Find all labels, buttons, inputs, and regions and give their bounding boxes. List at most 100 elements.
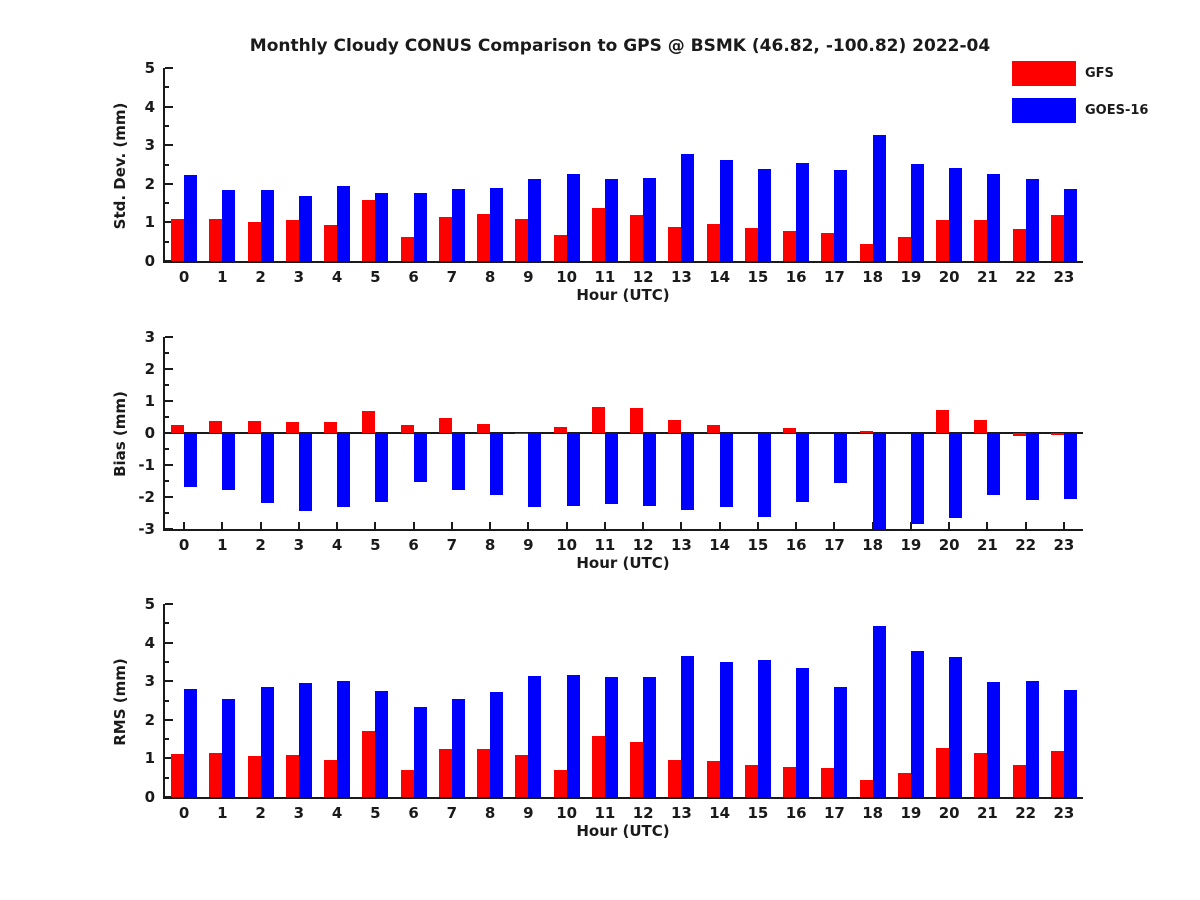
x-tick-label: 10 <box>556 536 578 554</box>
bar-gfs-hour-9 <box>515 754 529 797</box>
bar-goes16-hour-4 <box>337 185 351 261</box>
y-major-tick <box>165 464 173 466</box>
bar-goes16-hour-19 <box>910 433 924 525</box>
bar-goes16-hour-18 <box>872 626 886 797</box>
y-axis-label-2: RMS (mm) <box>111 657 129 746</box>
x-tick-label: 0 <box>178 804 190 822</box>
zero-line <box>163 432 1083 434</box>
bar-gfs-hour-21 <box>974 219 988 261</box>
x-tick-label: 11 <box>594 536 616 554</box>
y-major-tick <box>165 400 173 402</box>
x-tick-label: 20 <box>938 268 960 286</box>
y-tick-label: 3 <box>144 328 155 346</box>
bar-gfs-hour-20 <box>936 220 950 261</box>
bar-goes16-hour-16 <box>796 433 810 502</box>
bar-goes16-hour-3 <box>298 683 312 797</box>
bar-goes16-hour-3 <box>298 433 312 512</box>
y-tick-label: 0 <box>144 252 155 270</box>
bar-goes16-hour-16 <box>796 668 810 797</box>
bar-goes16-hour-17 <box>834 433 848 484</box>
x-major-tick <box>909 522 912 529</box>
bar-gfs-hour-6 <box>400 769 414 797</box>
bar-goes16-hour-2 <box>260 189 274 261</box>
x-major-tick <box>1062 522 1065 529</box>
bar-gfs-hour-11 <box>591 207 605 261</box>
bar-goes16-hour-7 <box>451 433 465 490</box>
legend-label-goes16: GOES-16 <box>1085 102 1149 118</box>
bar-goes16-hour-21 <box>987 173 1001 261</box>
bar-gfs-hour-18 <box>859 431 873 433</box>
bar-goes16-hour-17 <box>834 169 848 261</box>
legend-item-gfs: GFS <box>1012 60 1148 86</box>
bar-gfs-hour-0 <box>171 753 185 797</box>
x-tick-label: 4 <box>331 804 343 822</box>
x-tick-label: 8 <box>484 268 496 286</box>
bar-goes16-hour-19 <box>910 164 924 261</box>
x-major-tick <box>297 522 300 529</box>
x-tick-label: 10 <box>556 268 578 286</box>
x-tick-label: 12 <box>632 536 654 554</box>
y-tick-label: 0 <box>144 424 155 442</box>
bar-gfs-hour-11 <box>591 406 605 433</box>
x-tick-label: 13 <box>670 536 692 554</box>
bar-gfs-hour-8 <box>477 424 491 433</box>
bar-gfs-hour-1 <box>209 219 223 261</box>
x-major-tick <box>527 522 530 529</box>
x-major-tick <box>374 522 377 529</box>
x-tick-label: 3 <box>293 268 305 286</box>
bar-gfs-hour-2 <box>247 756 261 797</box>
bar-gfs-hour-1 <box>209 420 223 433</box>
x-major-tick <box>603 522 606 529</box>
bar-goes16-hour-3 <box>298 196 312 261</box>
x-tick-label: 18 <box>862 268 884 286</box>
x-tick-label: 3 <box>293 536 305 554</box>
x-tick-label: 5 <box>370 804 381 822</box>
y-tick-label: 4 <box>144 633 155 652</box>
y-minor-tick <box>165 448 169 450</box>
bar-gfs-hour-12 <box>630 408 644 433</box>
y-tick-label: 4 <box>144 97 155 116</box>
x-tick-label: 11 <box>594 268 616 286</box>
bar-gfs-hour-22 <box>1012 433 1026 436</box>
bar-goes16-hour-12 <box>643 433 657 506</box>
x-tick-label: 9 <box>523 804 534 822</box>
bar-gfs-hour-20 <box>936 409 950 433</box>
x-tick-label: 9 <box>523 268 534 286</box>
y-major-tick <box>165 336 173 338</box>
x-tick-label: 10 <box>556 804 578 822</box>
bar-goes16-hour-15 <box>757 169 771 261</box>
y-minor-tick <box>165 124 169 127</box>
bar-gfs-hour-9 <box>515 433 529 435</box>
bar-goes16-hour-2 <box>260 687 274 797</box>
bar-goes16-hour-19 <box>910 651 924 797</box>
bar-gfs-hour-10 <box>553 427 567 433</box>
bar-goes16-hour-8 <box>490 692 504 797</box>
x-major-tick <box>221 522 224 529</box>
y-minor-tick <box>165 86 169 89</box>
legend-item-goes16: GOES-16 <box>1012 97 1148 123</box>
y-tick-label: 5 <box>144 595 155 613</box>
y-minor-tick <box>165 660 169 663</box>
bar-gfs-hour-12 <box>630 215 644 261</box>
y-major-tick <box>165 182 173 185</box>
x-tick-label: 11 <box>594 804 616 822</box>
bar-gfs-hour-11 <box>591 736 605 797</box>
x-tick-label: 12 <box>632 804 654 822</box>
bar-goes16-hour-7 <box>451 698 465 797</box>
bar-gfs-hour-23 <box>1050 433 1064 435</box>
y-tick-label: 2 <box>144 360 155 378</box>
x-tick-label: 8 <box>484 804 496 822</box>
x-tick-label: 12 <box>632 268 654 286</box>
bar-goes16-hour-23 <box>1063 690 1077 797</box>
x-tick-label: 0 <box>178 268 190 286</box>
x-tick-label: 4 <box>331 268 343 286</box>
x-tick-label: 7 <box>446 536 458 554</box>
bar-gfs-hour-3 <box>285 754 299 797</box>
bar-gfs-hour-15 <box>744 228 758 261</box>
x-tick-label: 9 <box>523 536 534 554</box>
bar-goes16-hour-21 <box>987 433 1001 496</box>
bar-gfs-hour-2 <box>247 221 261 261</box>
y-major-tick <box>165 757 173 760</box>
bar-goes16-hour-9 <box>528 676 542 797</box>
bar-goes16-hour-8 <box>490 433 504 496</box>
